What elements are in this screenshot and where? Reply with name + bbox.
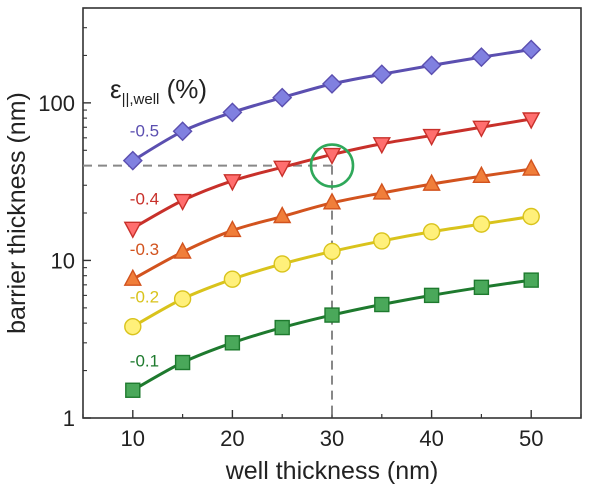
x-tick-label: 10: [121, 426, 145, 451]
data-point: [173, 193, 192, 212]
y-axis-title: barrier thickness (nm): [3, 92, 31, 334]
x-tick-label: 40: [419, 426, 443, 451]
series-group: -0.2: [124, 207, 540, 336]
data-point: [422, 173, 441, 191]
series-group: -0.1: [125, 272, 539, 398]
data-point: [222, 102, 243, 123]
data-point: [223, 174, 242, 192]
series-label: -0.5: [130, 122, 159, 141]
data-point: [522, 207, 540, 226]
data-point: [223, 270, 242, 288]
data-point: [223, 219, 242, 238]
y-tick-label: 100: [38, 91, 75, 116]
data-point: [122, 150, 143, 171]
series-group: -0.4: [123, 112, 541, 239]
x-tick-label: 50: [519, 426, 543, 451]
data-point: [124, 317, 142, 336]
data-point: [323, 242, 341, 261]
data-point: [322, 192, 342, 210]
data-point: [224, 335, 241, 351]
data-point: [125, 382, 141, 398]
data-point: [123, 221, 142, 239]
x-tick-label: 20: [220, 426, 244, 451]
data-point: [274, 319, 290, 336]
data-point: [372, 137, 391, 155]
data-point: [423, 287, 440, 304]
data-point: [472, 215, 491, 233]
data-point: [123, 268, 142, 286]
data-point: [473, 279, 490, 296]
data-point: [472, 120, 491, 138]
data-point: [471, 47, 492, 68]
data-point: [272, 87, 293, 108]
series-group: -0.5: [122, 39, 542, 171]
y-tick-label: 1: [63, 406, 75, 431]
data-point: [322, 73, 342, 94]
data-point: [422, 223, 441, 241]
series-label: -0.1: [130, 351, 159, 370]
data-point: [421, 55, 442, 76]
series-label: -0.3: [130, 240, 159, 259]
series-label: -0.2: [130, 288, 159, 307]
legend-title: ε||,well (%): [110, 74, 207, 108]
data-point: [173, 241, 192, 259]
data-point: [324, 307, 340, 323]
data-point: [273, 160, 292, 178]
data-point: [523, 272, 539, 288]
data-point: [522, 158, 541, 176]
series-label: -0.4: [130, 189, 159, 208]
data-point: [273, 206, 292, 224]
highlight-circle: [309, 143, 355, 188]
data-point: [521, 39, 542, 60]
data-point: [322, 147, 342, 166]
data-point: [374, 296, 390, 313]
data-point: [273, 255, 291, 273]
x-axis-title: well thickness (nm): [225, 457, 439, 485]
data-point: [371, 64, 392, 85]
y-tick-label: 10: [51, 248, 75, 273]
data-point: [173, 290, 192, 308]
series-group: -0.3: [123, 158, 541, 286]
data-point: [522, 112, 541, 130]
data-point: [422, 128, 441, 147]
x-tick-label: 30: [320, 426, 344, 451]
data-point: [472, 165, 491, 183]
data-point: [174, 354, 191, 371]
data-point: [372, 182, 391, 200]
data-point: [373, 232, 391, 250]
data-point: [172, 121, 193, 142]
